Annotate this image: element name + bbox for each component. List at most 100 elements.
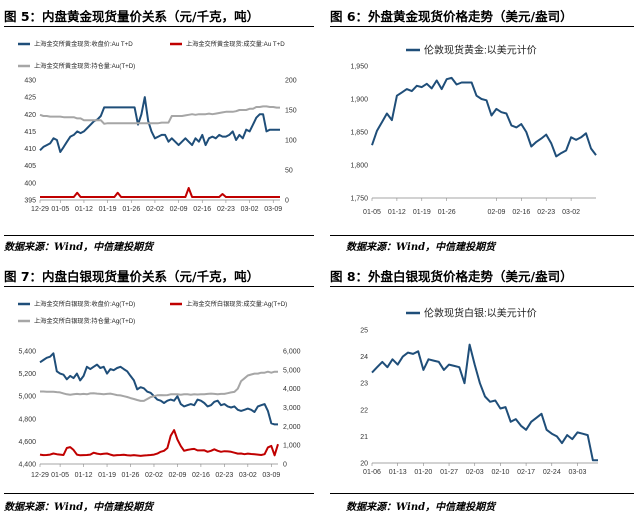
x-tick-label: 01-27 (440, 469, 458, 476)
legend-label: 上海金交所白银现货:收盘价:Ag(T+D) (34, 300, 135, 308)
y-tick-label: 24 (360, 354, 368, 361)
y-tick-label: 420 (24, 112, 36, 119)
x-tick-label: 02-17 (517, 469, 535, 476)
panel-5-bottom-rule (4, 235, 314, 236)
x-tick-label: 12-29 (31, 206, 49, 213)
x-tick-label: 01-05 (51, 206, 69, 213)
x-tick-label: 01-26 (122, 206, 140, 213)
legend-label: 上海金交所白银现货:持仓量:Ag(T+D) (34, 317, 135, 325)
x-tick-label: 01-12 (75, 472, 93, 479)
y2-tick-label: 200 (285, 78, 297, 85)
x-tick-label: 01-12 (75, 206, 93, 213)
panel-8-bottom-rule (330, 493, 634, 494)
legend-label: 上海金交所黄金现货:成交量:Au T+D (186, 40, 285, 48)
x-tick-label: 03-02 (241, 206, 259, 213)
y2-tick-label: 5,000 (283, 367, 301, 374)
y2-tick-label: 0 (283, 462, 287, 469)
panel-8-title: 图 8：外盘白银现货价格走势（美元/盎司） (330, 269, 573, 284)
x-tick-label: 03-02 (562, 209, 580, 216)
panel-6-top-rule (330, 26, 634, 27)
y-tick-label: 430 (24, 78, 36, 85)
x-tick-label: 03-09 (264, 206, 282, 213)
y-tick-label: 5,400 (18, 349, 36, 356)
panel-6-title: 图 6：外盘黄金现货价格走势（美元/盎司） (330, 9, 573, 24)
x-tick-label: 02-09 (168, 472, 186, 479)
x-tick-label: 12-29 (31, 472, 49, 479)
x-tick-label: 03-02 (239, 472, 257, 479)
y-tick-label: 415 (24, 129, 36, 136)
y2-tick-label: 50 (285, 168, 293, 175)
y-tick-label: 1,750 (350, 196, 368, 203)
panel-5-chart: 395 400 405 410 415 420 425 430 0 50 100 150 200 12-2… (18, 40, 297, 213)
x-tick-label: 01-05 (51, 472, 69, 479)
legend-label: 上海金交所黄金现货:收盘价:Au T+D (34, 40, 133, 48)
series-line-2 (39, 429, 279, 457)
panel-7-title: 图 7：内盘白银现货量价关系（元/千克，吨） (4, 269, 260, 284)
panel-8-top-rule (330, 286, 634, 287)
x-tick-label: 02-16 (512, 209, 530, 216)
x-tick-label: 02-02 (145, 472, 163, 479)
y2-tick-label: 150 (285, 108, 297, 115)
y-tick-label: 23 (360, 381, 368, 388)
x-tick-label: 01-13 (389, 469, 407, 476)
x-tick-label: 01-06 (363, 469, 381, 476)
x-tick-label: 01-19 (413, 209, 431, 216)
panel-6-chart: 1,750 1,800 1,850 1,900 1,950 01-05 01-12 01-19… (350, 44, 597, 216)
series-line-2 (40, 187, 280, 198)
legend-label: 上海金交所白银现货:成交量:Ag(T+D) (186, 300, 287, 308)
x-tick-label: 01-20 (414, 469, 432, 476)
x-tick-label: 01-12 (388, 209, 406, 216)
x-tick-label: 01-05 (363, 209, 381, 216)
x-tick-label: 02-23 (537, 209, 555, 216)
x-tick-label: 02-03 (466, 469, 484, 476)
x-tick-label: 02-10 (491, 469, 509, 476)
x-tick-label: 02-16 (192, 472, 210, 479)
y-tick-label: 5,000 (18, 394, 36, 401)
panel-6-bottom-rule (330, 235, 634, 236)
y2-tick-label: 4,000 (283, 386, 301, 393)
x-tick-label: 02-23 (217, 206, 235, 213)
panel-7-top-rule (4, 286, 314, 287)
panel-7-source: 数据来源：Wind，中信建投期货 (4, 502, 154, 513)
x-tick-label: 03-09 (262, 472, 280, 479)
y-tick-label: 410 (24, 146, 36, 153)
panel-5-top-rule (4, 26, 314, 27)
legend-label: 伦敦现货黄金:以美元计价 (424, 44, 537, 57)
panel-7-bottom-rule (4, 493, 314, 494)
series-line-1 (371, 76, 597, 158)
y-tick-label: 405 (24, 163, 36, 170)
panel-8-source: 数据来源：Wind，中信建投期货 (346, 502, 496, 513)
y-tick-label: 4,400 (18, 462, 36, 469)
y-tick-label: 4,800 (18, 416, 36, 423)
y-tick-label: 25 (360, 328, 368, 335)
y-tick-label: 20 (360, 461, 368, 468)
y-tick-label: 1,800 (350, 163, 368, 170)
x-tick-label: 01-19 (99, 206, 117, 213)
y2-tick-label: 100 (285, 138, 297, 145)
panel-5-source: 数据来源：Wind，中信建投期货 (4, 242, 154, 253)
x-tick-label: 02-09 (170, 206, 188, 213)
series-line-1 (39, 352, 278, 426)
y-tick-label: 21 (360, 434, 368, 441)
y2-tick-label: 6,000 (283, 349, 301, 356)
y-tick-label: 400 (24, 180, 36, 187)
y-tick-label: 395 (24, 198, 36, 205)
y2-tick-label: 1,000 (283, 443, 301, 450)
x-tick-label: 03-03 (569, 469, 587, 476)
series-line-3 (40, 370, 278, 402)
x-tick-label: 01-26 (122, 472, 140, 479)
y-tick-label: 1,900 (350, 97, 368, 104)
y-tick-label: 5,200 (18, 371, 36, 378)
series-line-1 (371, 343, 598, 462)
x-tick-label: 02-02 (146, 206, 164, 213)
x-tick-label: 02-09 (487, 209, 505, 216)
y2-tick-label: 3,000 (283, 405, 301, 412)
x-tick-label: 02-24 (543, 469, 561, 476)
y2-tick-label: 2,000 (283, 424, 301, 431)
panel-8-chart: 20 21 22 23 24 25 01-06 01-13 01-20 01-27 02-03 02-… (360, 307, 598, 476)
x-tick-label: 02-23 (215, 472, 233, 479)
legend-label: 上海金交所黄金现货:持仓量:Au(T+D) (34, 62, 135, 70)
x-tick-label: 01-26 (438, 209, 456, 216)
series-line-3 (39, 105, 280, 125)
x-tick-label: 01-19 (98, 472, 116, 479)
